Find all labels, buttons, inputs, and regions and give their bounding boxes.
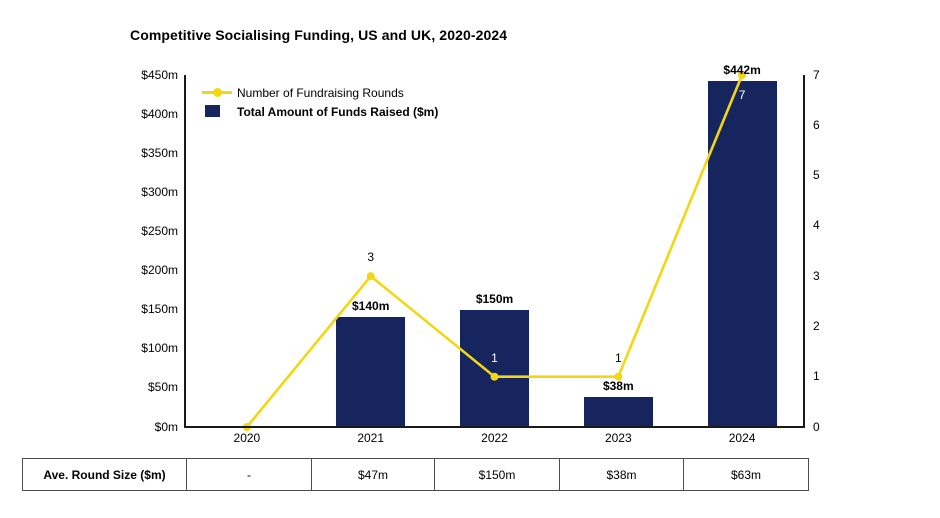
avg-round-size-table: Ave. Round Size ($m) - $47m $150m $38m $63m: [22, 458, 809, 491]
avg-round-size-cell-2022: $150m: [434, 459, 559, 490]
funds-bar-2023: [583, 397, 653, 427]
x-axis-label-2021: 2021: [357, 431, 385, 445]
right-axis-tick-label: 7: [813, 67, 820, 82]
right-axis-line: [803, 75, 805, 427]
bar-value-label-2021: $140m: [352, 299, 390, 314]
left-axis-line: [184, 75, 186, 428]
x-axis-line: [184, 426, 805, 428]
rounds-point-2021: [366, 272, 375, 281]
legend-item-funds: Total Amount of Funds Raised ($m): [202, 102, 438, 121]
bar-swatch-icon: [202, 105, 233, 118]
chart-legend: Number of Fundraising Rounds Total Amoun…: [202, 83, 438, 121]
x-axis-label-2023: 2023: [604, 431, 632, 445]
legend-label-funds: Total Amount of Funds Raised ($m): [237, 104, 439, 119]
left-axis-tick-label: $50m: [147, 380, 178, 395]
bar-value-label-2023: $38m: [602, 379, 634, 394]
left-axis-tick-label: $0m: [154, 419, 178, 434]
bar-value-label-2024: $442m: [723, 63, 761, 78]
right-axis-tick-label: 5: [813, 168, 820, 183]
left-axis-tick-label: $200m: [141, 263, 178, 278]
left-axis-tick-label: $400m: [141, 106, 178, 121]
bar-value-label-2022: $150m: [475, 291, 514, 306]
left-axis-tick-label: $150m: [141, 302, 178, 317]
line-value-label-2024: 7: [738, 88, 746, 102]
left-axis-tick-label: $250m: [141, 223, 178, 238]
funds-bar-2022: [460, 309, 529, 427]
right-axis-tick-label: 0: [813, 419, 820, 434]
chart-title: Competitive Socialising Funding, US and …: [130, 27, 508, 43]
funds-bar-2021: [336, 317, 406, 427]
legend-label-rounds: Number of Fundraising Rounds: [237, 85, 404, 100]
x-axis-label-2022: 2022: [481, 431, 508, 445]
right-axis-tick-label: 3: [813, 268, 820, 283]
right-axis-tick-label: 1: [813, 369, 820, 384]
avg-round-size-cell-2023: $38m: [559, 459, 683, 490]
avg-round-size-cell-2024: $63m: [683, 459, 808, 490]
line-value-label-2022: 1: [491, 350, 498, 365]
left-axis-tick-label: $300m: [141, 184, 178, 199]
line-value-label-2023: 1: [614, 350, 622, 365]
avg-round-size-cell-2021: $47m: [311, 459, 434, 490]
funds-bar-2024: [707, 81, 777, 427]
left-axis-tick-label: $100m: [141, 341, 178, 356]
legend-item-rounds: Number of Fundraising Rounds: [202, 83, 438, 102]
left-axis-tick-label: $450m: [141, 67, 178, 82]
x-axis-label-2020: 2020: [233, 431, 261, 445]
avg-round-size-cell-2020: -: [186, 459, 311, 490]
line-marker-swatch-icon: [202, 86, 233, 99]
right-axis-tick-label: 4: [813, 218, 820, 233]
x-axis-label-2024: 2024: [728, 431, 756, 445]
right-axis-tick-label: 6: [813, 117, 820, 132]
avg-round-size-row-label: Ave. Round Size ($m): [43, 467, 166, 482]
left-axis-tick-label: $350m: [141, 145, 178, 160]
right-axis-tick-label: 2: [813, 318, 820, 333]
line-value-label-2021: 3: [367, 250, 375, 265]
